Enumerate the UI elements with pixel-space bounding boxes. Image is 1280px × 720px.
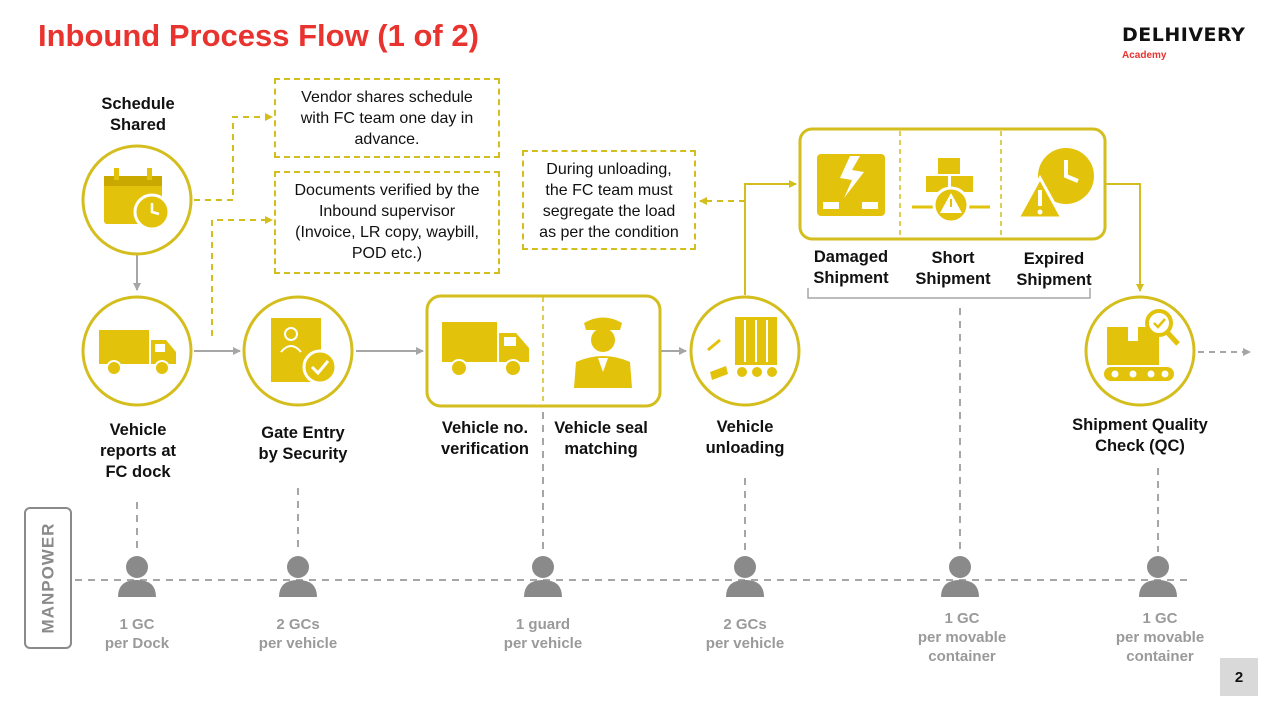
connector-schedule-note (194, 113, 273, 201)
unloading-note: During unloading, the FC team must segre… (522, 150, 696, 250)
truck-icon (442, 322, 529, 377)
person-icon (279, 556, 317, 597)
truck-icon (99, 330, 176, 376)
gate-entry-label: Gate Entry by Security (258, 424, 348, 463)
brand-subtitle: Academy (1122, 50, 1167, 61)
page-number: 2 (1220, 658, 1258, 696)
manpower-entry: 1 GC per movable container (917, 610, 1007, 665)
conditions-bracket (807, 288, 1091, 299)
short-boxes-icon (912, 158, 990, 224)
connector-documents-note (211, 216, 273, 336)
brand-logo: DELHIVERY (1122, 24, 1246, 46)
person-icon (726, 556, 764, 597)
expired-clock-icon (1015, 148, 1094, 220)
vehicle-reports-label: Vehicle reports at FC dock (99, 421, 177, 481)
manpower-title-wrap: MANPOWER (24, 507, 72, 649)
damaged-shipment-label: Damaged Shipment (813, 248, 889, 287)
manpower-entry: 1 guard per vehicle (503, 616, 583, 652)
person-icon (524, 556, 562, 597)
manpower-box (24, 507, 72, 649)
connector-conditions-to-qc (1106, 183, 1144, 292)
person-icon (941, 556, 979, 597)
calendar-clock-icon (104, 168, 171, 231)
expired-shipment-label: Expired Shipment (1016, 250, 1092, 289)
unloading-trolley-icon (707, 317, 779, 380)
document-check-icon (271, 318, 338, 385)
qc-label: Shipment Quality Check (QC) (1072, 416, 1208, 455)
person-icon (118, 556, 156, 597)
unloading-label: Vehicle unloading (705, 418, 785, 457)
documents-note: Documents verified by the Inbound superv… (274, 171, 500, 274)
box-conveyor-inspection-icon (1104, 309, 1180, 381)
person-icon (1139, 556, 1177, 597)
manpower-title: MANPOWER (38, 522, 58, 634)
page-title: Inbound Process Flow (1 of 2) (38, 18, 479, 53)
manpower-entry: 2 GCs per vehicle (258, 616, 338, 652)
schedule-label: Schedule Shared (101, 95, 175, 134)
manpower-entry: 1 GC per movable container (1115, 610, 1205, 665)
vehicle-no-label: Vehicle no. verification (440, 419, 530, 458)
security-guard-icon (574, 317, 632, 388)
manpower-entry: 1 GC per Dock (104, 616, 170, 652)
vehicle-seal-label: Vehicle seal matching (554, 419, 648, 458)
connector-unloading-to-conditions (744, 180, 797, 295)
short-shipment-label: Short Shipment (915, 249, 991, 288)
schedule-note: Vendor shares schedule with FC team one … (274, 78, 500, 158)
damaged-box-icon (817, 154, 885, 216)
manpower-entry: 2 GCs per vehicle (705, 616, 785, 652)
